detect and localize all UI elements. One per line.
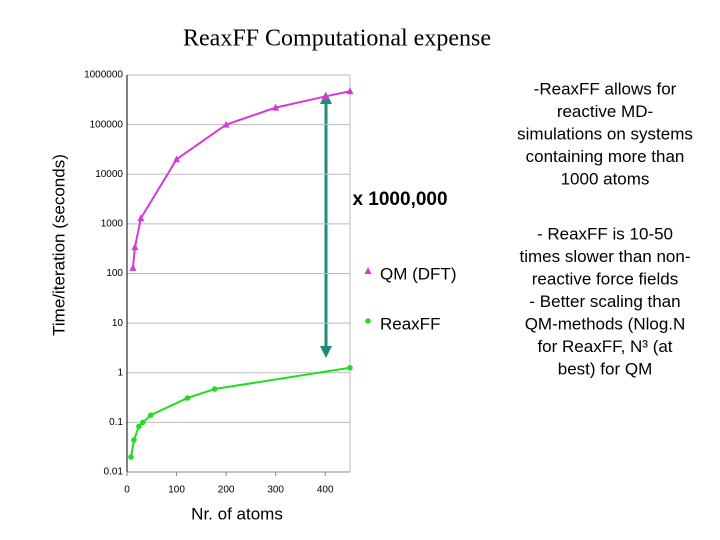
legend-label: ReaxFF (380, 314, 440, 333)
data-point (184, 395, 191, 401)
y-tick-label: 100 (106, 268, 123, 279)
x-tick-label: 100 (168, 485, 185, 496)
y-tick-label: 10 (112, 318, 124, 329)
x-axis-label: Nr. of atoms (191, 504, 283, 523)
data-point (173, 155, 181, 163)
x-tick-label: 0 (124, 485, 130, 496)
data-point (136, 423, 142, 430)
y-tick-label: 0.1 (109, 417, 123, 428)
side-note: reactive force fields (532, 269, 678, 288)
legend-label: QM (DFT) (380, 264, 456, 283)
data-point (321, 92, 329, 100)
annotation: x 1000,000 (352, 189, 447, 210)
y-tick-label: 1000 (101, 219, 124, 230)
chart-title: ReaxFF Computational expense (183, 26, 491, 52)
side-note: 1000 atoms (561, 169, 650, 188)
data-point (211, 386, 218, 392)
y-tick-label: 1 (117, 367, 123, 378)
y-axis-label: Time/iteration (seconds) (49, 154, 68, 336)
side-note: containing more than (526, 147, 685, 166)
y-tick-label: 100000 (90, 119, 124, 130)
side-note: best) for QM (558, 359, 652, 378)
legend-marker (364, 267, 372, 274)
data-point (222, 120, 230, 128)
data-point (147, 412, 154, 418)
y-tick-label: 0.01 (104, 467, 124, 478)
series-line (129, 366, 351, 458)
side-note: - Better scaling than (529, 292, 680, 311)
side-note: simulations on systems (517, 124, 693, 143)
y-tick-label: 1000000 (84, 70, 123, 81)
data-point (272, 103, 280, 111)
side-note: for ReaxFF, N³ (at (537, 337, 672, 356)
side-note: reactive MD- (557, 102, 653, 121)
side-note: -ReaxFF allows for (534, 79, 677, 98)
x-tick-label: 400 (317, 485, 334, 496)
side-note: - ReaxFF is 10-50 (537, 224, 673, 243)
data-point (128, 454, 134, 460)
x-tick-label: 200 (218, 485, 235, 496)
series-line (131, 90, 351, 268)
y-tick-label: 10000 (95, 169, 123, 180)
data-point (347, 364, 353, 371)
data-point (131, 243, 139, 251)
legend-marker (365, 318, 371, 324)
x-tick-label: 300 (267, 485, 284, 496)
data-point (140, 419, 146, 426)
side-note: QM-methods (Nlog.N (525, 314, 686, 333)
side-note: times slower than non- (519, 247, 690, 266)
data-point (137, 214, 145, 222)
data-point (346, 87, 354, 95)
data-point (131, 437, 137, 443)
data-point (129, 263, 137, 271)
